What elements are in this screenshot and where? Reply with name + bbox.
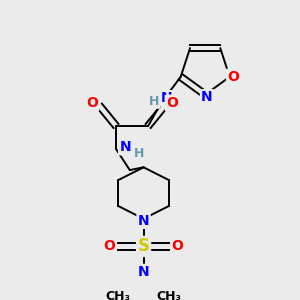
Text: N: N xyxy=(161,92,172,105)
Text: O: O xyxy=(172,239,184,254)
Text: S: S xyxy=(138,237,150,255)
Text: N: N xyxy=(201,90,213,104)
Text: N: N xyxy=(138,265,149,279)
Text: CH₃: CH₃ xyxy=(157,290,182,300)
Text: CH₃: CH₃ xyxy=(105,290,130,300)
Text: O: O xyxy=(103,239,116,254)
Text: H: H xyxy=(148,94,159,108)
Text: N: N xyxy=(138,214,149,228)
Text: N: N xyxy=(119,140,131,154)
Text: O: O xyxy=(227,70,239,84)
Text: O: O xyxy=(166,96,178,110)
Text: O: O xyxy=(86,96,98,110)
Text: H: H xyxy=(134,147,144,160)
